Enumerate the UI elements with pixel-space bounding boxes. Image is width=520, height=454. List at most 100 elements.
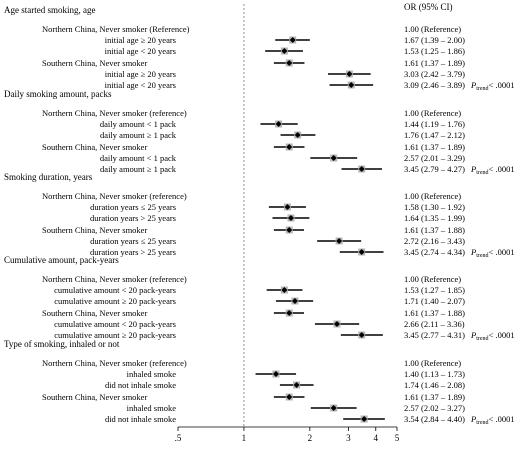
section-2: Daily smoking amount, packs Northern Chin… xyxy=(4,89,515,176)
estimate-marker xyxy=(330,405,337,411)
estimate-marker xyxy=(291,298,298,304)
table-row: duration years > 25 years 3.45 (2.74 – 4.… xyxy=(90,247,515,259)
or-ci-value: 1.71 (1.40 – 2.07) xyxy=(404,296,465,306)
or-ci-value: 3.45 (2.79 – 4.27) xyxy=(404,164,465,174)
row-label: daily amount ≥ 1 pack xyxy=(100,130,177,140)
estimate-marker xyxy=(330,155,337,161)
table-row: Southern China, Never smoker 1.61 (1.37 –… xyxy=(42,58,465,68)
estimate-marker xyxy=(286,144,293,150)
table-row: Northern China, Never smoker (reference)… xyxy=(42,108,461,118)
table-row: Northern China, Never smoker (reference)… xyxy=(42,358,461,368)
or-ci-value: 1.61 (1.37 – 1.88) xyxy=(404,308,465,318)
estimate-marker xyxy=(294,132,301,138)
estimate-marker xyxy=(286,310,293,316)
or-ci-value: 1.00 (Reference) xyxy=(404,358,461,368)
estimate-marker xyxy=(281,48,288,54)
or-ci-value: 1.67 (1.39 – 2.00) xyxy=(404,35,465,45)
row-label: cumulative amount ≥ 20 pack-years xyxy=(54,330,176,340)
row-label: cumulative amount < 20 pack-years xyxy=(54,319,176,329)
row-label: Northern China, Never smoker (reference) xyxy=(42,191,187,201)
row-label: duration years ≤ 25 years xyxy=(90,202,176,212)
or-ci-value: 1.58 (1.30 – 1.92) xyxy=(404,202,465,212)
row-label: duration years > 25 years xyxy=(90,213,176,223)
section-title: Smoking duration, years xyxy=(4,172,93,182)
or-ci-value: 1.40 (1.13 – 1.73) xyxy=(404,369,465,379)
table-row: Southern China, Never smoker 1.61 (1.37 –… xyxy=(42,142,465,152)
or-ci-value: 1.53 (1.27 – 1.85) xyxy=(404,285,465,295)
table-row: initial age < 20 years 1.53 (1.25 – 1.86) xyxy=(105,46,465,56)
section-title: Cumulative amount, pack-years xyxy=(4,255,119,265)
estimate-marker xyxy=(281,287,288,293)
table-row: duration years ≤ 25 years 2.72 (2.16 – 3.… xyxy=(90,236,465,246)
section-3: Smoking duration, years Northern China, N… xyxy=(4,172,515,259)
or-ci-value: 2.57 (2.02 – 3.27) xyxy=(404,403,465,413)
or-ci-value: 1.00 (Reference) xyxy=(404,108,461,118)
x-tick-label: .5 xyxy=(175,433,182,443)
or-ci-value: 3.45 (2.74 – 4.34) xyxy=(404,247,465,257)
or-ci-value: 1.64 (1.35 – 1.99) xyxy=(404,213,465,223)
or-ci-value: 1.00 (Reference) xyxy=(404,191,461,201)
row-label: inhaled smoke xyxy=(127,369,177,379)
section-title: Daily smoking amount, packs xyxy=(4,89,112,99)
row-label: Southern China, Never smoker xyxy=(42,58,147,68)
row-label: initial age < 20 years xyxy=(105,46,176,56)
p-trend: Ptrend< .0001 xyxy=(470,330,515,342)
estimate-marker xyxy=(275,121,282,127)
estimate-marker xyxy=(358,166,365,172)
table-row: cumulative amount ≥ 20 pack-years 3.45 (2… xyxy=(54,330,514,342)
table-row: duration years > 25 years 1.64 (1.35 – 1.… xyxy=(90,213,465,223)
table-row: inhaled smoke 1.40 (1.13 – 1.73) xyxy=(127,369,465,379)
estimate-marker xyxy=(286,227,293,233)
p-trend: Ptrend< .0001 xyxy=(470,414,515,426)
section-1: Age started smoking, age Northern China, … xyxy=(4,5,515,92)
p-trend: Ptrend< .0001 xyxy=(470,247,515,259)
section-title: Age started smoking, age xyxy=(4,5,95,15)
table-row: daily amount < 1 pack 2.57 (2.01 – 3.29) xyxy=(100,153,465,163)
table-row: Northern China, Never smoker (reference)… xyxy=(42,274,461,284)
or-ci-value: 1.00 (Reference) xyxy=(404,24,461,34)
row-label: did not inhale smoke xyxy=(105,380,176,390)
estimate-marker xyxy=(272,371,279,377)
estimate-marker xyxy=(286,60,293,66)
or-ci-value: 1.76 (1.47 – 2.12) xyxy=(404,130,465,140)
x-tick-label: 2 xyxy=(308,433,313,443)
row-label: daily amount < 1 pack xyxy=(100,119,177,129)
estimate-marker xyxy=(358,249,365,255)
p-trend: Ptrend< .0001 xyxy=(470,80,515,92)
plot-rows: Age started smoking, age Northern China, … xyxy=(4,5,515,426)
estimate-marker xyxy=(361,416,368,422)
section-4: Cumulative amount, pack-years Northern Ch… xyxy=(4,255,515,342)
p-trend: Ptrend< .0001 xyxy=(470,164,515,176)
estimate-marker xyxy=(348,82,355,88)
estimate-marker xyxy=(286,394,293,400)
table-row: daily amount ≥ 1 pack 1.76 (1.47 – 2.12) xyxy=(100,130,465,140)
table-row: Southern China, Never smoker 1.61 (1.37 –… xyxy=(42,392,465,402)
x-axis: .5 1 2 3 4 5 xyxy=(175,426,400,443)
table-row: Northern China, Never smoker (reference)… xyxy=(42,191,461,201)
row-label: initial age ≥ 20 years xyxy=(105,69,176,79)
estimate-marker xyxy=(358,332,365,338)
table-row: daily amount < 1 pack 1.44 (1.19 – 1.76) xyxy=(100,119,465,129)
or-ci-value: 1.44 (1.19 – 1.76) xyxy=(404,119,465,129)
or-ci-value: 3.45 (2.77 – 4.31) xyxy=(404,330,465,340)
table-row: cumulative amount < 20 pack-years 1.53 (1… xyxy=(54,285,465,295)
table-row: Northern China, Never smoker (Reference)… xyxy=(42,24,461,34)
x-tick-label: 1 xyxy=(242,433,247,443)
row-label: Northern China, Never smoker (reference) xyxy=(42,358,187,368)
x-tick-label: 5 xyxy=(395,433,400,443)
table-row: inhaled smoke 2.57 (2.02 – 3.27) xyxy=(127,403,465,413)
x-tick-label: 3 xyxy=(346,433,351,443)
table-row: did not inhale smoke 1.74 (1.46 – 2.08) xyxy=(105,380,465,390)
table-row: duration years ≤ 25 years 1.58 (1.30 – 1.… xyxy=(90,202,465,212)
or-ci-value: 1.00 (Reference) xyxy=(404,274,461,284)
row-label: Northern China, Never smoker (reference) xyxy=(42,274,187,284)
section-title: Type of smoking, inhaled or not xyxy=(4,339,120,349)
estimate-marker xyxy=(287,215,294,221)
or-ci-value: 1.74 (1.46 – 2.08) xyxy=(404,380,465,390)
or-ci-value: 3.54 (2.84 – 4.40) xyxy=(404,414,465,424)
or-ci-value: 3.03 (2.42 – 3.79) xyxy=(404,69,465,79)
or-ci-value: 3.09 (2.46 – 3.89) xyxy=(404,80,465,90)
or-ci-value: 2.57 (2.01 – 3.29) xyxy=(404,153,465,163)
or-ci-value: 1.61 (1.37 – 1.89) xyxy=(404,58,465,68)
